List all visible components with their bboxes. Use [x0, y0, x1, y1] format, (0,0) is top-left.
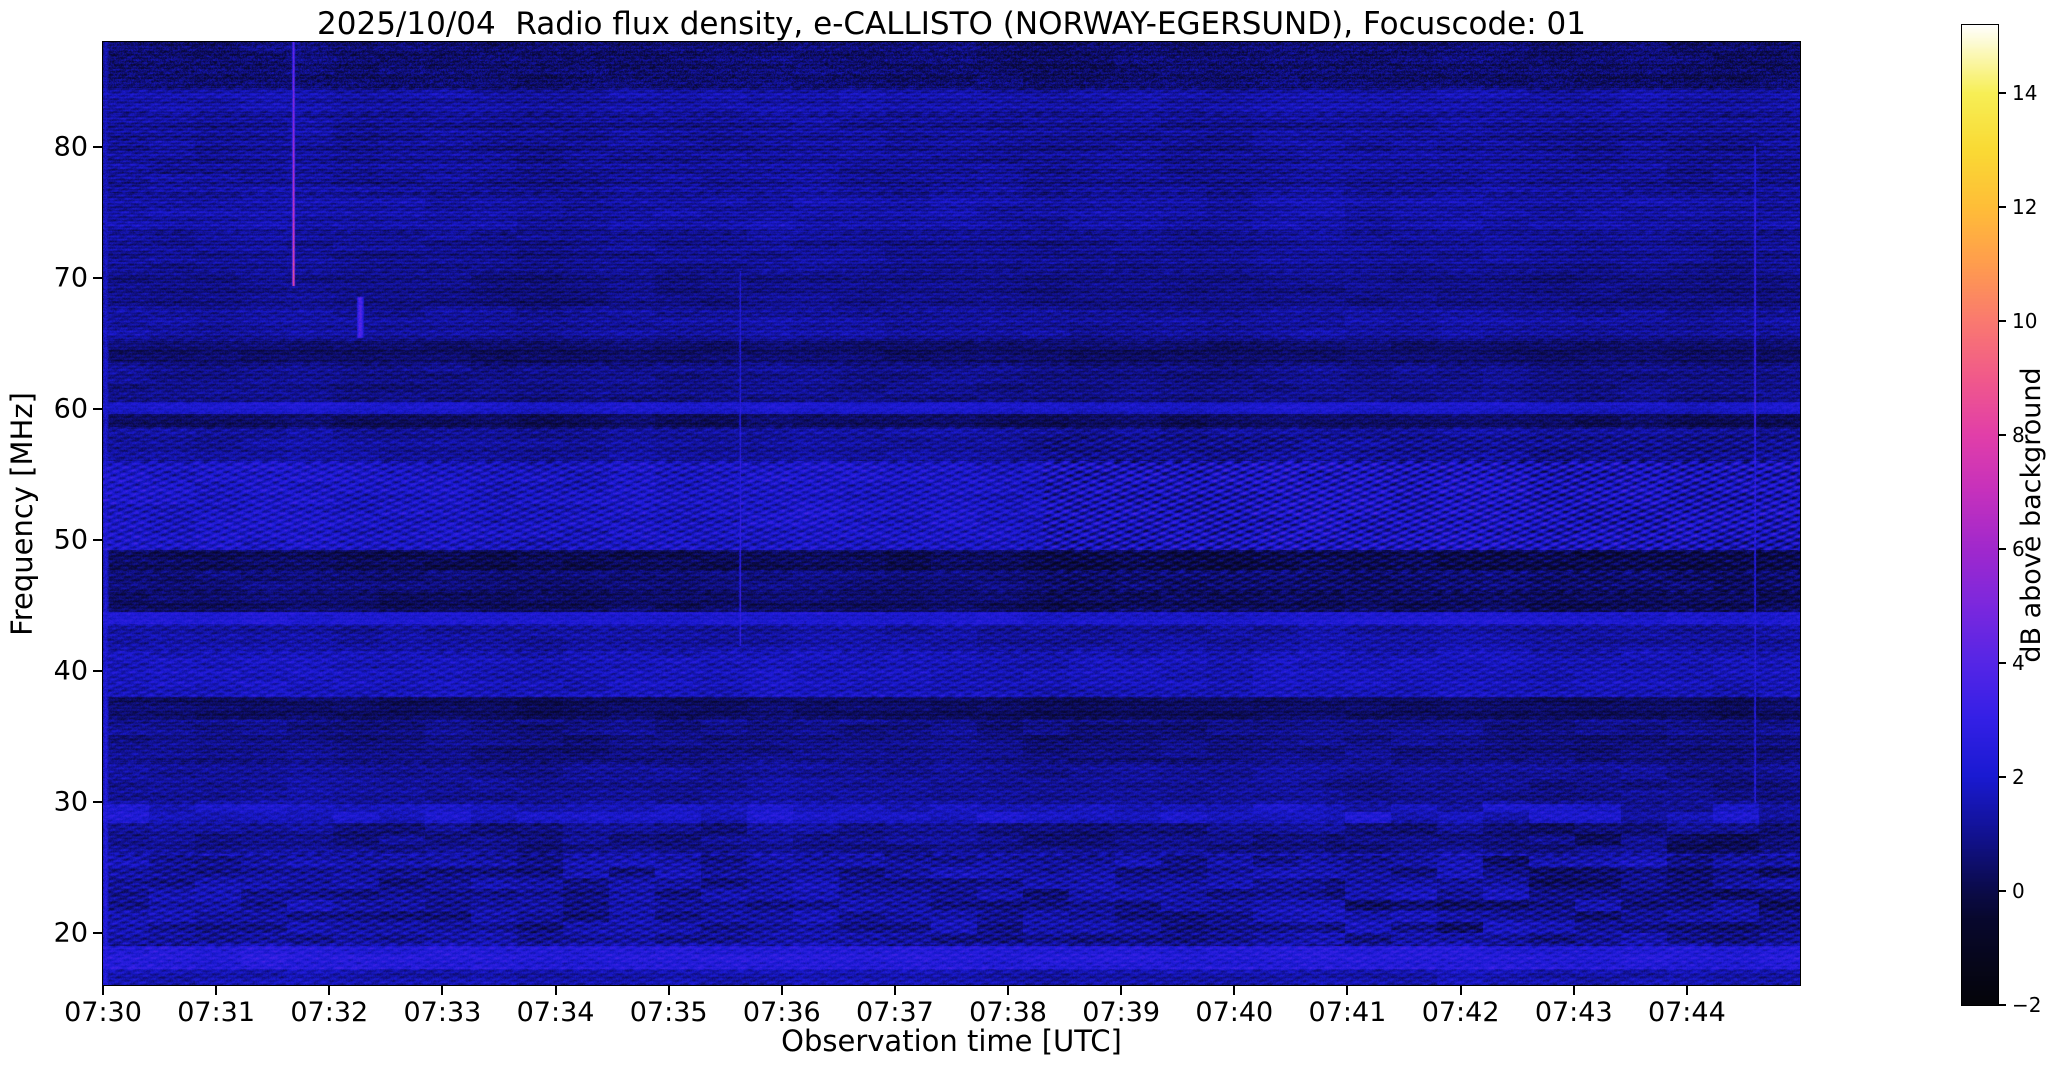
- colorbar-tick-mark: [1998, 206, 2006, 209]
- chart-title: 2025/10/04 Radio flux density, e-CALLIST…: [317, 6, 1586, 42]
- x-tick-mark: [1685, 986, 1688, 995]
- y-tick-label: 80: [53, 131, 88, 163]
- colorbar-tick-mark: [1998, 434, 2006, 437]
- x-tick-mark: [1459, 986, 1462, 995]
- x-tick-label: 07:38: [969, 997, 1047, 1028]
- x-tick-label: 07:35: [629, 997, 708, 1028]
- colorbar-tick-mark: [1998, 776, 2006, 779]
- x-tick-label: 07:42: [1421, 997, 1500, 1028]
- colorbar-tick-label: 14: [2012, 81, 2038, 106]
- x-tick-mark: [102, 986, 104, 995]
- x-tick-mark: [1233, 986, 1236, 995]
- colorbar-gradient: [1962, 25, 1998, 1005]
- colorbar-tick-mark: [1998, 1004, 2006, 1006]
- x-tick-mark: [328, 986, 331, 995]
- x-tick-label: 07:30: [64, 997, 142, 1028]
- x-tick-label: 07:43: [1534, 997, 1613, 1028]
- x-tick-mark: [1346, 986, 1349, 995]
- y-tick-label: 60: [53, 393, 88, 425]
- x-tick-mark: [554, 986, 557, 995]
- colorbar-tick-label: 4: [2012, 651, 2025, 676]
- x-tick-label: 07:32: [290, 997, 369, 1028]
- y-tick-mark: [93, 407, 102, 410]
- y-tick-label: 20: [53, 917, 88, 949]
- x-tick-mark: [893, 986, 896, 995]
- spectrogram-canvas: [103, 42, 1800, 985]
- x-tick-label: 07:44: [1647, 997, 1726, 1028]
- y-axis-label: Frequency [MHz]: [5, 392, 39, 636]
- colorbar-tick-label: 10: [2012, 309, 2038, 334]
- x-tick-label: 07:39: [1082, 997, 1161, 1028]
- colorbar-tick-label: 12: [2012, 195, 2038, 220]
- colorbar-tick-label: −2: [2012, 993, 2042, 1017]
- colorbar-tick-mark: [1998, 890, 2006, 893]
- colorbar-label: dB above background: [2016, 367, 2047, 663]
- y-tick-mark: [93, 538, 102, 541]
- x-tick-label: 07:34: [516, 997, 595, 1028]
- colorbar-tick-label: 0: [2012, 879, 2025, 904]
- x-tick-mark: [441, 986, 444, 995]
- x-tick-label: 07:33: [403, 997, 482, 1028]
- y-tick-label: 30: [53, 786, 88, 818]
- x-tick-mark: [215, 986, 218, 995]
- x-tick-label: 07:36: [742, 997, 821, 1028]
- y-tick-label: 50: [53, 524, 88, 556]
- colorbar-tick-mark: [1998, 320, 2006, 323]
- x-tick-mark: [1572, 986, 1575, 995]
- colorbar-tick-mark: [1998, 662, 2006, 665]
- x-axis-label: Observation time [UTC]: [781, 1024, 1122, 1058]
- colorbar-tick-label: 6: [2012, 537, 2025, 562]
- x-tick-mark: [667, 986, 670, 995]
- colorbar-border: [1961, 24, 1999, 1006]
- y-tick-label: 40: [53, 655, 88, 687]
- y-tick-mark: [93, 800, 102, 803]
- colorbar-tick-label: 2: [2012, 765, 2025, 790]
- colorbar-tick-mark: [1998, 548, 2006, 551]
- colorbar-tick-label: 8: [2012, 423, 2025, 448]
- x-tick-label: 07:37: [856, 997, 934, 1028]
- x-tick-label: 07:31: [177, 997, 256, 1028]
- x-tick-mark: [780, 986, 783, 995]
- y-tick-mark: [93, 669, 102, 672]
- x-tick-label: 07:41: [1308, 997, 1387, 1028]
- colorbar-tick-mark: [1998, 92, 2006, 95]
- x-tick-label: 07:40: [1195, 997, 1274, 1028]
- x-tick-mark: [1120, 986, 1123, 995]
- y-tick-mark: [93, 931, 102, 934]
- x-tick-mark: [1007, 986, 1010, 995]
- y-tick-label: 70: [53, 262, 88, 294]
- y-tick-mark: [93, 145, 102, 148]
- y-tick-mark: [93, 276, 102, 279]
- plot-border: [102, 41, 1801, 986]
